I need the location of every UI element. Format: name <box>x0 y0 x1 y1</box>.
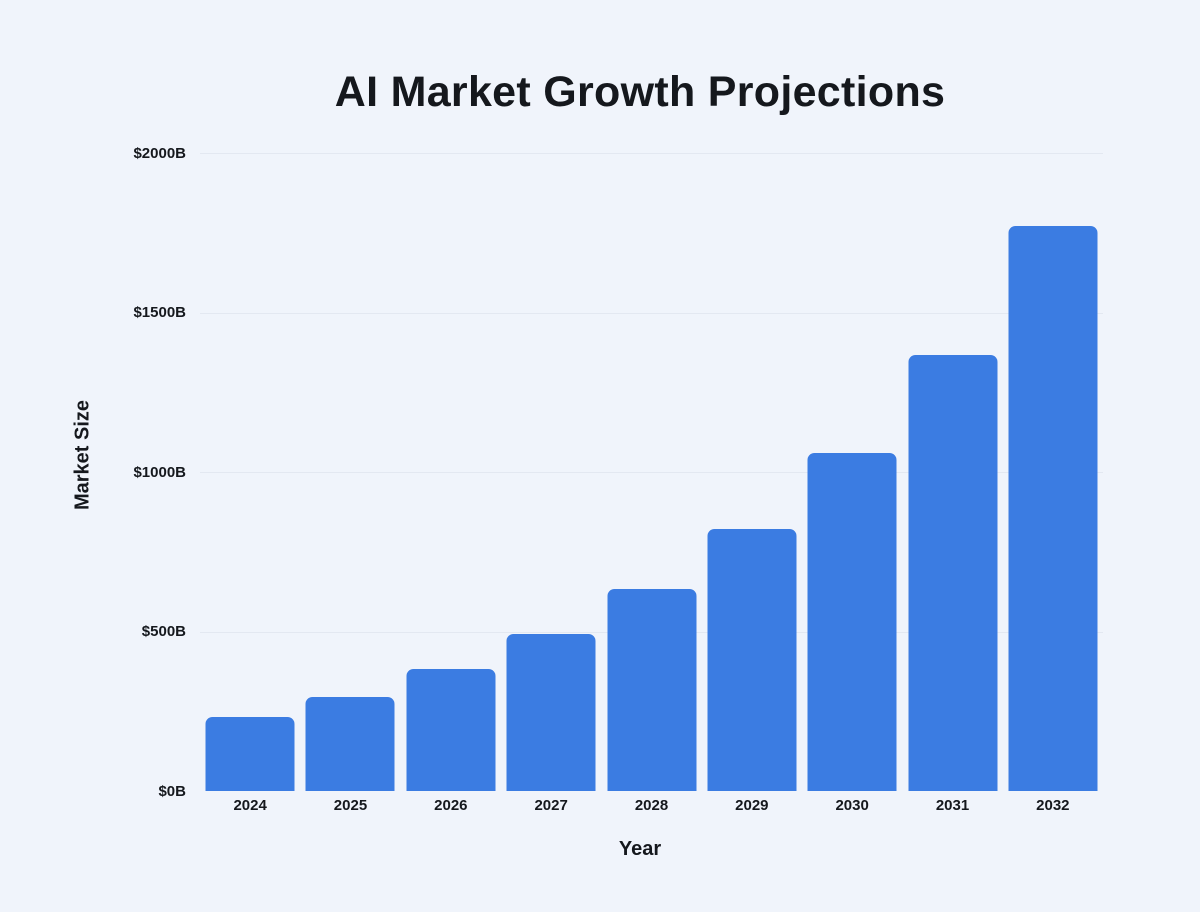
gridline-2000 <box>200 153 1103 154</box>
x-tick-label-2028: 2028 <box>634 797 669 814</box>
gridline-1000 <box>200 472 1103 473</box>
bar-2032 <box>1008 225 1098 791</box>
x-tick-label-2031: 2031 <box>935 797 970 814</box>
bar-2024 <box>205 716 295 791</box>
x-tick-label-2032: 2032 <box>1036 797 1070 814</box>
bar-2031 <box>908 354 997 791</box>
y-tick-label-2000: $2000B <box>133 144 186 162</box>
bar-2028 <box>607 588 696 791</box>
gridline-1500 <box>200 312 1103 314</box>
x-tick-label-2030: 2030 <box>835 797 869 814</box>
y-tick-label-1500: $1500B <box>133 304 186 321</box>
bar-2029 <box>707 529 797 791</box>
bar-2025 <box>305 697 395 791</box>
x-axis-ticks: 2024 2025 2026 2027 2028 2029 2030 2031 2032 <box>200 796 1103 820</box>
y-axis-ticks: $0B $500B $1000B $1500B $2000B <box>0 0 193 912</box>
x-tick-label-2025: 2025 <box>333 797 368 814</box>
x-tick-label-2026: 2026 <box>434 797 468 814</box>
y-tick-label-0: $0B <box>158 782 186 800</box>
chart-title: AI Market Growth Projections <box>334 68 946 116</box>
bar-2027 <box>506 634 596 791</box>
x-tick-label-2024: 2024 <box>233 797 267 814</box>
bar-2026 <box>406 669 496 791</box>
bar-2030 <box>807 453 897 791</box>
y-axis-title: Market Size <box>71 399 94 511</box>
x-axis-title: Year <box>618 838 662 860</box>
plot-area <box>200 153 1103 791</box>
x-tick-label-2029: 2029 <box>735 797 769 814</box>
y-tick-label-500: $500B <box>141 623 186 640</box>
x-tick-label-2027: 2027 <box>534 797 568 814</box>
y-tick-label-1000: $1000B <box>133 463 186 481</box>
